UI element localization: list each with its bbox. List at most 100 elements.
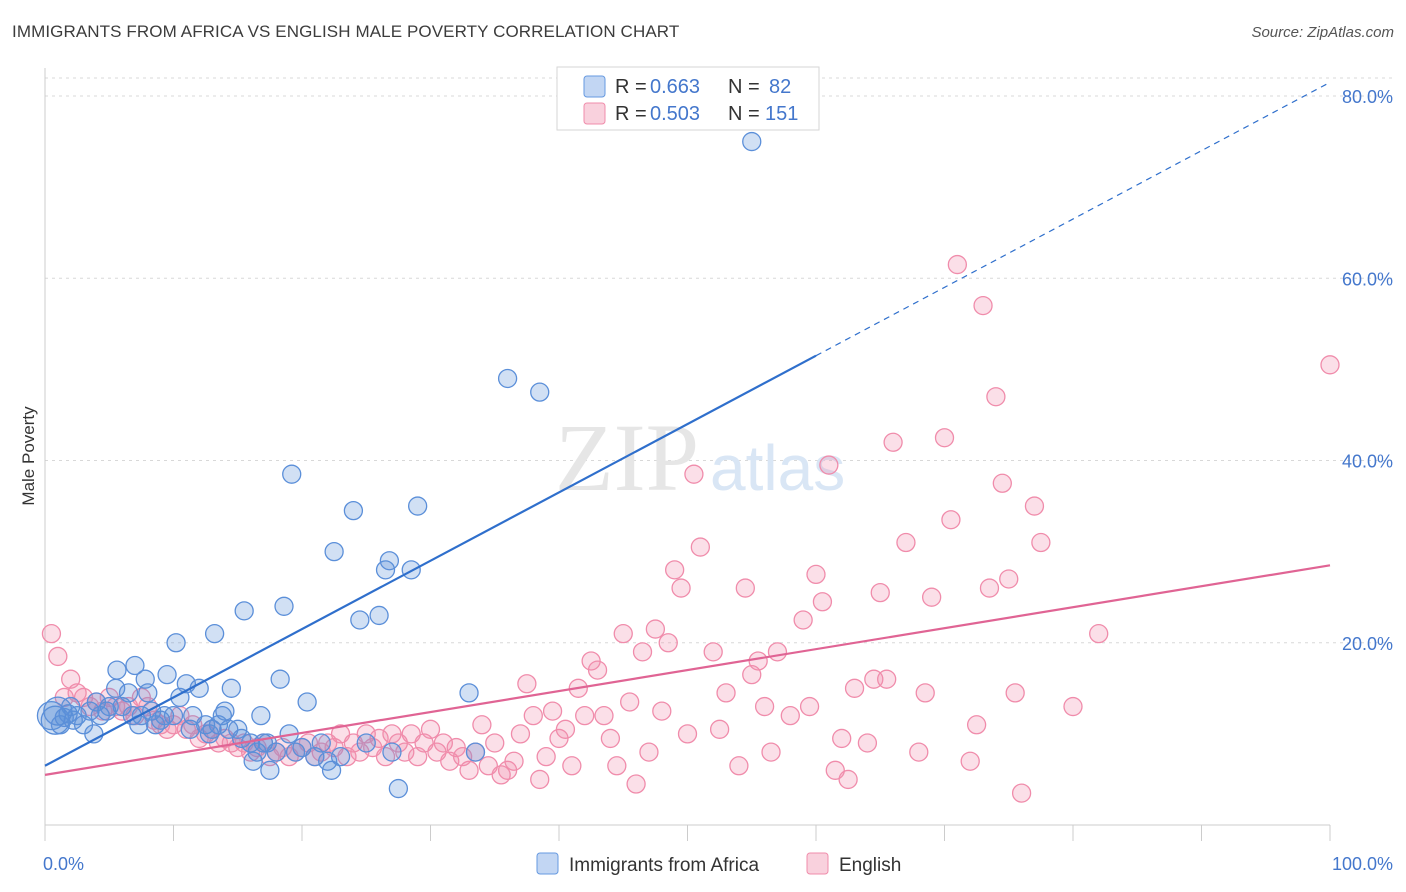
data-point-english (600, 728, 621, 749)
data-point-immigrants (266, 742, 286, 762)
data-point-english (870, 582, 890, 603)
data-point-english (1320, 355, 1340, 375)
data-point-english (767, 642, 788, 662)
chart-title: IMMIGRANTS FROM AFRICA VS ENGLISH MALE P… (12, 22, 680, 41)
axes (44, 68, 1331, 841)
trend-line-immigrants-extension (815, 81, 1331, 357)
y-tick-label: 40.0% (1342, 452, 1393, 472)
data-point-immigrants (234, 601, 254, 621)
data-point-immigrants (125, 655, 145, 676)
data-point-english (1063, 696, 1083, 717)
data-point-english (799, 696, 820, 717)
data-point-immigrants (742, 131, 762, 152)
bottom-legend-label-pink: English (839, 855, 901, 876)
data-point-english (690, 537, 710, 557)
data-point-immigrants (311, 733, 331, 753)
y-tick-label: 60.0% (1342, 269, 1393, 289)
data-point-english (587, 660, 608, 680)
data-point-english (729, 756, 749, 776)
data-point-english (1005, 683, 1025, 703)
legend-n-value-pink: 151 (765, 103, 798, 125)
data-point-english (877, 669, 897, 689)
data-point-english (523, 706, 543, 726)
trend-lines (44, 81, 1331, 776)
data-point-english (973, 295, 993, 316)
data-point-immigrants (407, 496, 428, 516)
watermark-atlas: atlas (710, 432, 845, 504)
data-point-immigrants (107, 660, 127, 680)
data-point-english (754, 696, 775, 717)
data-point-english (652, 701, 672, 721)
data-point-immigrants (118, 683, 139, 703)
legend-swatch-pink (583, 102, 606, 125)
data-point-english (793, 610, 813, 630)
data-point-english (48, 646, 68, 667)
legend-n-label-blue: N = (728, 76, 760, 98)
data-point-english (485, 733, 505, 753)
data-point-immigrants (324, 541, 344, 562)
data-point-english (594, 706, 614, 726)
top-legend: R = 0.663 N = 82 R = 0.503 N = 151 (556, 66, 820, 131)
data-point-english (632, 642, 653, 662)
top-legend-box (556, 66, 820, 131)
data-point-immigrants (356, 733, 376, 753)
data-point-english (517, 674, 537, 694)
data-point-english (709, 719, 730, 739)
trend-line-immigrants (44, 354, 817, 767)
data-point-english (459, 760, 479, 780)
data-point-english (665, 560, 685, 580)
x-tick-label: 0.0% (43, 854, 84, 874)
data-point-immigrants (221, 678, 241, 698)
data-point-immigrants (274, 596, 294, 616)
data-point-immigrants (497, 368, 518, 389)
data-point-english (620, 692, 640, 712)
legend-r-label-pink: R = (615, 103, 647, 125)
data-point-english (941, 510, 961, 530)
data-point-english (909, 742, 929, 762)
data-point-immigrants (163, 706, 184, 726)
data-point-english (857, 733, 878, 753)
watermark-zip: ZIP (555, 404, 699, 511)
y-tick-label: 20.0% (1342, 634, 1393, 654)
data-point-english (915, 683, 935, 703)
x-tick-label: 100.0% (1332, 854, 1393, 874)
data-point-english (613, 623, 633, 644)
data-point-english (947, 254, 967, 275)
data-point-immigrants (138, 683, 158, 703)
data-point-english (671, 578, 691, 598)
data-point-english (883, 432, 903, 452)
data-point-english (735, 578, 755, 598)
data-point-english (1089, 623, 1109, 644)
data-point-english (1031, 532, 1051, 553)
bottom-legend-label-blue: Immigrants from Africa (569, 855, 759, 876)
data-point-immigrants (157, 664, 177, 685)
data-point-english (1011, 783, 1032, 803)
data-point-english (41, 623, 62, 644)
data-point-english (761, 742, 781, 762)
data-point-english (832, 728, 852, 749)
data-point-english (992, 473, 1012, 493)
data-point-english (1024, 496, 1045, 516)
data-point-immigrants (204, 623, 225, 644)
data-point-english (555, 719, 576, 739)
data-point-english (986, 387, 1006, 407)
legend-swatch-blue (583, 75, 606, 98)
trend-line-english (44, 564, 1331, 776)
data-point-immigrants (297, 692, 317, 712)
data-point-english (536, 747, 556, 767)
data-point-english (960, 751, 980, 771)
data-point-immigrants (369, 605, 389, 626)
data-point-english (716, 683, 736, 703)
data-point-immigrants (321, 760, 342, 780)
data-point-immigrants (350, 610, 370, 630)
legend-r-value-blue: 0.663 (650, 76, 700, 98)
data-point-english (645, 619, 666, 639)
data-point-immigrants (270, 669, 290, 689)
data-point-english (530, 769, 550, 790)
data-point-immigrants (260, 760, 280, 780)
data-point-english (639, 742, 659, 762)
data-point-english (472, 715, 492, 735)
tick-labels: 20.0% 40.0% 60.0% 80.0% 0.0% 100.0% (43, 87, 1393, 874)
data-point-immigrants (251, 706, 271, 726)
data-point-english (838, 769, 858, 790)
